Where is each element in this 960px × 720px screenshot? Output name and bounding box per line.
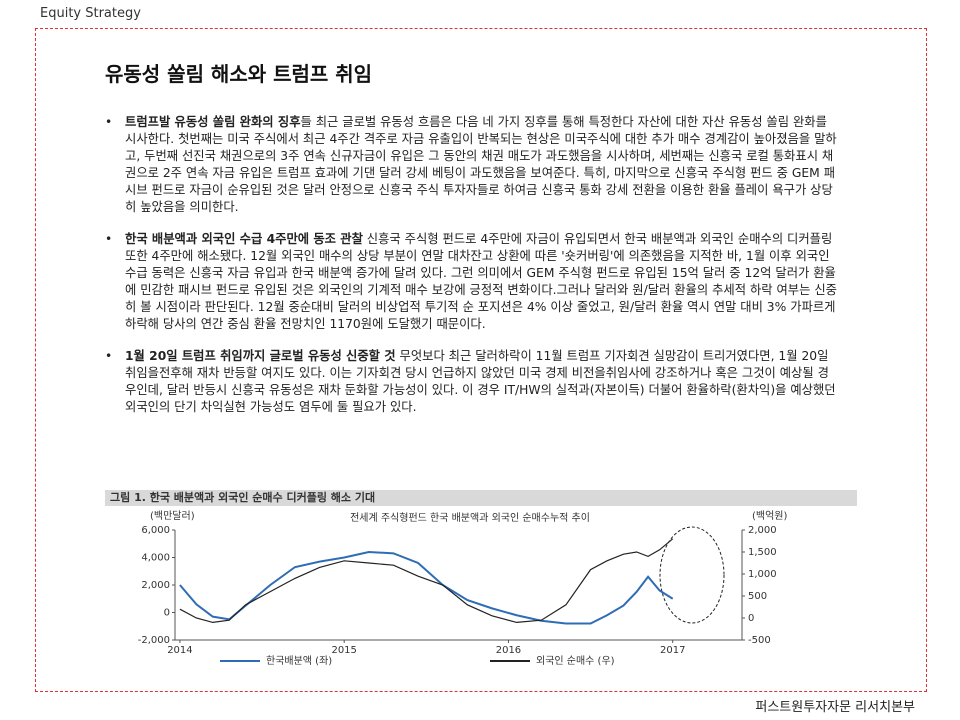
- legend-label: 한국배분액 (좌): [266, 655, 332, 667]
- title: 유동성 쏠림 해소와 트럼프 취임: [105, 62, 373, 86]
- bullet: 1월 20일 트럼프 취임까지 글로벌 유동성 신중할 것 무엇보다 최근 달러…: [105, 348, 840, 416]
- figure-caption: 그림 1. 한국 배분액과 외국인 순매수 디커플링 해소 기대: [110, 490, 375, 504]
- y2-label: (백억원): [752, 510, 788, 522]
- y-tick-label: -2,000: [138, 635, 170, 646]
- bullet-lead: 한국 배분액과 외국인 수급 4주만에 동조 관찰: [125, 232, 363, 246]
- footer: 퍼스트원투자자문 리서치본부: [755, 700, 915, 715]
- x-tick-label: 2016: [496, 645, 521, 656]
- y2-tick-label: -500: [748, 635, 771, 646]
- y2-tick-label: 1,000: [748, 569, 777, 580]
- y-tick-label: 6,000: [141, 525, 170, 536]
- y2-tick-label: 2,000: [748, 525, 777, 536]
- caption-bar: [105, 490, 857, 506]
- bullet-text: 들 최근 글로벌 유동성 흐름은 다음 네 가지 징후를 통해 특정한다 자산에…: [125, 115, 837, 214]
- section-label: Equity Strategy: [40, 6, 141, 21]
- highlight-ellipse: [659, 526, 725, 624]
- x-tick-label: 2015: [331, 645, 356, 656]
- y-label: (백만달러): [150, 510, 195, 522]
- chart-title: 전세계 주식형펀드 한국 배분액과 외국인 순매수누적 추이: [350, 512, 590, 524]
- series-line: [179, 550, 674, 625]
- bullet-lead: 1월 20일 트럼프 취임까지 글로벌 유동성 신중할 것: [125, 349, 396, 363]
- y-tick-label: 2,000: [141, 580, 170, 591]
- frame: [35, 28, 927, 692]
- bullet-text: 무엇보다 최근 달러하락이 11월 트럼프 기자회견 실망감이 트리거였다면, …: [125, 349, 836, 414]
- y2-tick-label: 1,500: [748, 547, 777, 558]
- bullets: 트럼프발 유동성 쏠림 완화의 징후들 최근 글로벌 유동성 흐름은 다음 네 …: [105, 114, 840, 431]
- bullet-text: 신흥국 주식형 펀드로 4주만에 자금이 유입되면서 한국 배분액과 외국인 순…: [125, 232, 837, 331]
- y2-tick-label: 500: [748, 591, 767, 602]
- x-tick-label: 2017: [660, 645, 685, 656]
- legend-label: 외국인 순매수 (우): [536, 655, 615, 667]
- y-tick-label: 4,000: [141, 553, 170, 564]
- y2-tick-label: 0: [748, 613, 754, 624]
- x-tick-label: 2014: [167, 645, 192, 656]
- y-tick-label: 0: [164, 608, 170, 619]
- bullet-lead: 트럼프발 유동성 쏠림 완화의 징후: [125, 115, 301, 129]
- bullet: 한국 배분액과 외국인 수급 4주만에 동조 관찰 신흥국 주식형 펀드로 4주…: [105, 231, 840, 333]
- series-line: [179, 538, 674, 624]
- bullet: 트럼프발 유동성 쏠림 완화의 징후들 최근 글로벌 유동성 흐름은 다음 네 …: [105, 114, 840, 216]
